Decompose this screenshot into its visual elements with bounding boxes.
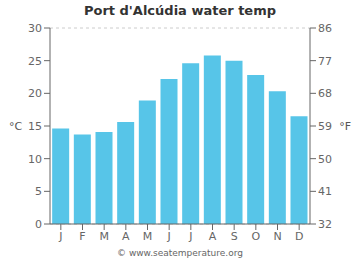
svg-text:41: 41 <box>318 185 332 198</box>
svg-text:25: 25 <box>28 55 42 68</box>
svg-text:A: A <box>122 230 130 243</box>
svg-text:°C: °C <box>9 120 23 133</box>
html-text:Port d'Alcúdia water temp: Port d'Alcúdia water temp <box>84 3 276 18</box>
svg-text:M: M <box>143 230 153 243</box>
svg-text:O: O <box>251 230 260 243</box>
svg-text:68: 68 <box>318 87 332 100</box>
svg-text:10: 10 <box>28 153 42 166</box>
svg-text:J: J <box>167 230 171 243</box>
svg-text:J: J <box>58 230 62 243</box>
svg-text:°F: °F <box>339 120 351 133</box>
svg-text:S: S <box>231 230 238 243</box>
svg-text:J: J <box>188 230 192 243</box>
svg-text:N: N <box>273 230 281 243</box>
svg-text:5: 5 <box>35 185 42 198</box>
svg-text:F: F <box>79 230 85 243</box>
svg-text:A: A <box>209 230 217 243</box>
svg-text:59: 59 <box>318 120 332 133</box>
svg-text:32: 32 <box>318 218 332 231</box>
svg-text:86: 86 <box>318 22 332 35</box>
svg-text:30: 30 <box>28 22 42 35</box>
svg-text:15: 15 <box>28 120 42 133</box>
svg-text:20: 20 <box>28 87 42 100</box>
svg-text:D: D <box>295 230 303 243</box>
svg-text:77: 77 <box>318 55 332 68</box>
svg-text:50: 50 <box>318 153 332 166</box>
html-text:© www.seatemperature.org: © www.seatemperature.org <box>117 248 243 258</box>
svg-text:M: M <box>99 230 109 243</box>
svg-text:0: 0 <box>35 218 42 231</box>
